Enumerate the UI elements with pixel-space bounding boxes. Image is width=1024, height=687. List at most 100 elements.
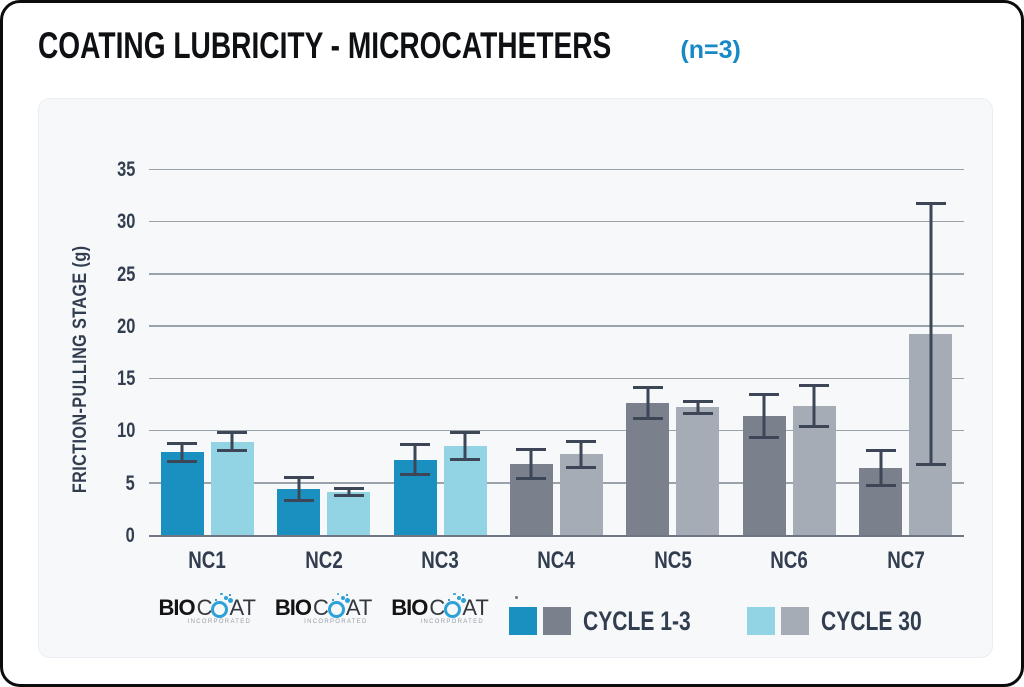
error-bar-line xyxy=(696,400,700,415)
x-label-nc1: NC1 xyxy=(188,547,226,574)
bar-nc1-cycle-1-3 xyxy=(160,452,204,536)
y-tick-label-30: 30 xyxy=(116,210,135,234)
biocoat-logo-wordmark: BIO C AT xyxy=(272,592,376,621)
bar-group-nc5-cycle-1-3 xyxy=(626,170,670,536)
slot-nc7 xyxy=(848,170,964,536)
legend-swatch-cycle-1-3 xyxy=(542,607,571,635)
x-axis-baseline xyxy=(149,534,964,537)
error-bar-cap xyxy=(566,466,597,470)
logo-text-c: C xyxy=(196,595,213,620)
y-tick-label-5: 5 xyxy=(125,471,135,495)
slot-nc6 xyxy=(731,170,847,536)
bar-nc3-cycle-30 xyxy=(443,446,487,536)
bar-group-nc7-cycle-30 xyxy=(909,170,953,536)
logo-splash-droplet xyxy=(215,598,218,601)
error-bar-cap xyxy=(915,462,946,466)
logo-splash-droplet xyxy=(457,595,462,600)
y-axis-title: FRICTION-PULLING STAGE (g) xyxy=(70,245,91,493)
error-bar-cap xyxy=(333,486,364,490)
biocoat-logo-wordmark: BIO C AT xyxy=(388,592,492,621)
error-bar-line xyxy=(579,439,583,470)
gridline-20 xyxy=(149,325,964,327)
biocoat-logo: BIO C AT INCORPORATED xyxy=(388,592,492,625)
legend-swatch-cycle-30 xyxy=(746,607,775,635)
gridline-30 xyxy=(149,220,964,223)
error-bar-nc2-cycle-30 xyxy=(333,486,364,498)
error-bar-cap xyxy=(566,439,597,443)
logo-splash-droplet xyxy=(345,593,348,596)
error-bar-line xyxy=(230,431,234,453)
legend: CYCLE 1-3 CYCLE 30 xyxy=(508,596,950,636)
x-label-nc4: NC4 xyxy=(537,547,576,574)
bar-group-nc2-cycle-30 xyxy=(327,170,371,536)
bar-group-nc6-cycle-30 xyxy=(792,170,836,536)
error-bar-line xyxy=(879,449,883,487)
y-tick-label-25: 25 xyxy=(116,262,135,286)
error-bar-nc4-cycle-30 xyxy=(566,439,597,470)
error-bar-nc3-cycle-1-3 xyxy=(400,442,431,477)
slot-nc4 xyxy=(498,170,614,536)
gridline-5 xyxy=(149,482,964,484)
error-bar-line xyxy=(297,476,301,502)
logo-splash-droplet xyxy=(228,597,234,603)
error-bar-cap xyxy=(516,476,547,480)
y-tick-label-20: 20 xyxy=(116,314,135,338)
bar-group-nc5-cycle-30 xyxy=(676,170,720,536)
legend-swatch-cycle-1-3 xyxy=(508,607,537,635)
logo-splash-droplet xyxy=(220,592,223,595)
page-title: COATING LUBRICITY - MICROCATHETERS xyxy=(38,25,612,66)
error-bar-cap xyxy=(283,498,314,502)
logo-splash-o-icon xyxy=(327,592,350,618)
bar-group-nc4-cycle-30 xyxy=(559,170,603,536)
error-bar-line xyxy=(646,386,650,420)
legend-label-cycle-30: CYCLE 30 xyxy=(820,606,922,636)
error-bar-nc1-cycle-1-3 xyxy=(167,441,198,463)
bar-group-nc4-cycle-1-3 xyxy=(509,170,553,536)
error-bar-nc1-cycle-30 xyxy=(217,431,248,453)
chart-card: FRICTION-PULLING STAGE (g) 0 5 10 15 20 25 30 3… xyxy=(38,98,993,658)
error-bar-nc2-cycle-1-3 xyxy=(283,476,314,502)
legend-group-cycle-1-3: CYCLE 1-3 xyxy=(508,596,721,636)
error-bar-cap xyxy=(632,416,663,420)
x-label-nc2: NC2 xyxy=(304,547,343,574)
gridline-15 xyxy=(149,377,964,380)
legend-label-cycle-1-3: CYCLE 1-3 xyxy=(582,606,691,636)
error-bar-cap xyxy=(682,400,713,404)
legend-swatch-cycle-30 xyxy=(780,607,809,635)
error-bar-line xyxy=(929,202,933,466)
error-bar-cap xyxy=(516,448,547,452)
logo-splash-droplet xyxy=(448,598,451,601)
slot-nc2 xyxy=(265,170,381,536)
x-axis-labels: NC1 NC2 NC3 NC4 NC5 NC6 NC7 xyxy=(149,547,964,575)
error-bar-cap xyxy=(632,386,663,390)
biocoat-logo-row: BIO C AT INCORPORATED BIO C AT INCORPORATED BIO C… xyxy=(149,592,964,625)
error-bar-nc5-cycle-1-3 xyxy=(632,386,663,420)
error-bar-line xyxy=(529,448,533,480)
biocoat-logo-wordmark: BIO C AT xyxy=(155,592,259,621)
error-bar-cap xyxy=(865,449,896,453)
bar-group-nc2-cycle-1-3 xyxy=(277,170,321,536)
bar-group-nc7-cycle-1-3 xyxy=(859,170,903,536)
slot-nc5 xyxy=(615,170,731,536)
logo-subtext-incorporated: INCORPORATED xyxy=(187,619,252,625)
x-label-nc3: NC3 xyxy=(421,547,459,574)
logo-text-bio: BIO xyxy=(391,595,428,620)
x-label-nc5: NC5 xyxy=(654,547,692,574)
error-bar-cap xyxy=(400,473,431,477)
gridline-25 xyxy=(149,273,964,275)
logo-splash-droplet xyxy=(461,597,467,603)
logo-splash-droplet xyxy=(229,593,232,596)
logo-splash-droplet xyxy=(340,595,345,600)
logo-subtext-incorporated: INCORPORATED xyxy=(304,619,368,625)
logo-splash-o-icon xyxy=(211,592,234,618)
legend-group-cycle-30: CYCLE 30 xyxy=(746,606,950,636)
error-bar-cap xyxy=(749,392,780,396)
logo-slot-nc3: BIO C AT INCORPORATED xyxy=(382,592,498,625)
logo-splash-droplet xyxy=(462,593,465,596)
logo-slot-nc2: BIO C AT INCORPORATED xyxy=(265,592,381,625)
legend-stray-dot xyxy=(514,596,518,599)
logo-text-at: AT xyxy=(229,595,256,620)
logo-splash-droplet xyxy=(453,592,456,595)
error-bar-cap xyxy=(450,431,481,435)
error-bar-cap xyxy=(217,431,248,435)
